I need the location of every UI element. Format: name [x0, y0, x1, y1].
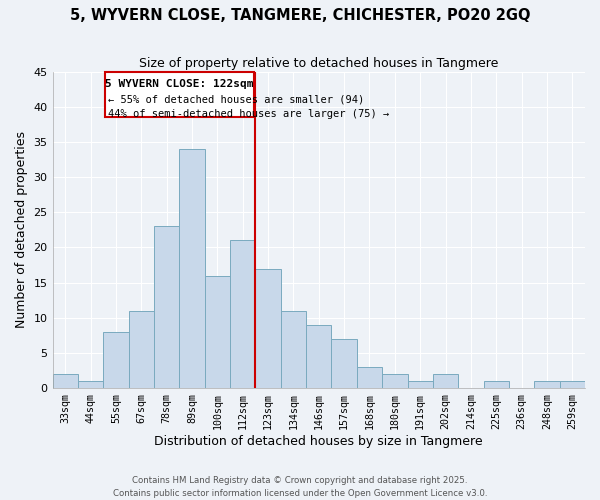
Bar [205, 276, 230, 388]
Bar [331, 339, 357, 388]
Bar [128, 310, 154, 388]
Bar [306, 325, 331, 388]
Bar [154, 226, 179, 388]
Bar [560, 381, 585, 388]
Y-axis label: Number of detached properties: Number of detached properties [15, 132, 28, 328]
Bar [78, 381, 103, 388]
Bar [53, 374, 78, 388]
Bar [179, 149, 205, 388]
Bar [256, 268, 281, 388]
Text: 5, WYVERN CLOSE, TANGMERE, CHICHESTER, PO20 2GQ: 5, WYVERN CLOSE, TANGMERE, CHICHESTER, P… [70, 8, 530, 22]
Bar [230, 240, 256, 388]
Title: Size of property relative to detached houses in Tangmere: Size of property relative to detached ho… [139, 58, 499, 70]
Bar [103, 332, 128, 388]
Text: Contains HM Land Registry data © Crown copyright and database right 2025.
Contai: Contains HM Land Registry data © Crown c… [113, 476, 487, 498]
Bar [484, 381, 509, 388]
Bar [104, 72, 254, 118]
X-axis label: Distribution of detached houses by size in Tangmere: Distribution of detached houses by size … [154, 434, 483, 448]
Text: 44% of semi-detached houses are larger (75) →: 44% of semi-detached houses are larger (… [109, 109, 389, 119]
Bar [407, 381, 433, 388]
Text: 5 WYVERN CLOSE: 122sqm: 5 WYVERN CLOSE: 122sqm [105, 78, 254, 88]
Bar [281, 310, 306, 388]
Bar [357, 367, 382, 388]
Bar [534, 381, 560, 388]
Bar [433, 374, 458, 388]
Bar [382, 374, 407, 388]
Text: ← 55% of detached houses are smaller (94): ← 55% of detached houses are smaller (94… [109, 94, 365, 104]
